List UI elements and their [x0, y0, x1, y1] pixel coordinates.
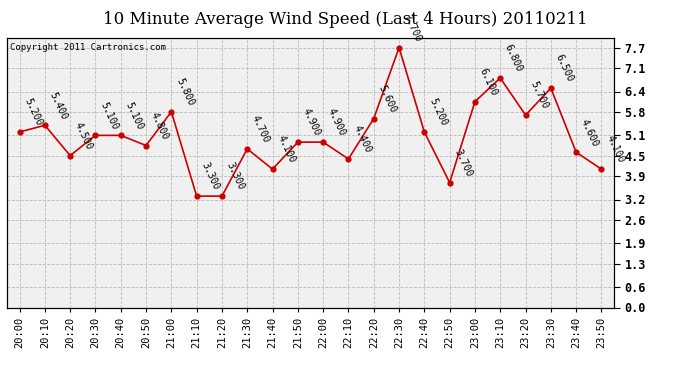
Point	[191, 193, 202, 199]
Text: 4.600: 4.600	[579, 117, 600, 148]
Text: 3.700: 3.700	[453, 148, 474, 178]
Text: 7.700: 7.700	[402, 13, 423, 44]
Text: 5.700: 5.700	[529, 80, 550, 111]
Text: 5.800: 5.800	[174, 77, 195, 108]
Point	[545, 85, 556, 91]
Point	[267, 166, 278, 172]
Point	[141, 142, 152, 148]
Point	[90, 132, 101, 138]
Text: 4.100: 4.100	[604, 134, 626, 165]
Text: 4.700: 4.700	[250, 114, 271, 145]
Text: 4.500: 4.500	[73, 121, 95, 152]
Point	[14, 129, 25, 135]
Text: 5.200: 5.200	[427, 97, 449, 128]
Text: 6.100: 6.100	[477, 67, 499, 98]
Text: 6.500: 6.500	[553, 53, 575, 84]
Text: 5.100: 5.100	[98, 100, 119, 131]
Text: 4.400: 4.400	[351, 124, 373, 155]
Point	[166, 109, 177, 115]
Point	[495, 75, 506, 81]
Text: 4.100: 4.100	[275, 134, 297, 165]
Text: 4.900: 4.900	[326, 107, 347, 138]
Text: 5.600: 5.600	[377, 84, 398, 114]
Point	[343, 156, 354, 162]
Point	[293, 139, 304, 145]
Point	[444, 180, 455, 186]
Text: 5.200: 5.200	[22, 97, 43, 128]
Text: 3.300: 3.300	[225, 161, 246, 192]
Point	[419, 129, 430, 135]
Text: 6.800: 6.800	[503, 43, 524, 74]
Point	[368, 116, 380, 122]
Point	[520, 112, 531, 118]
Text: 4.900: 4.900	[301, 107, 322, 138]
Text: Copyright 2011 Cartronics.com: Copyright 2011 Cartronics.com	[10, 43, 166, 52]
Point	[469, 99, 480, 105]
Point	[317, 139, 328, 145]
Text: 5.100: 5.100	[124, 100, 145, 131]
Point	[393, 45, 404, 51]
Point	[39, 122, 50, 128]
Point	[571, 149, 582, 155]
Text: 3.300: 3.300	[199, 161, 221, 192]
Point	[241, 146, 253, 152]
Point	[596, 166, 607, 172]
Text: 10 Minute Average Wind Speed (Last 4 Hours) 20110211: 10 Minute Average Wind Speed (Last 4 Hou…	[103, 11, 587, 28]
Point	[217, 193, 228, 199]
Point	[115, 132, 126, 138]
Text: 4.800: 4.800	[149, 111, 170, 141]
Text: 5.400: 5.400	[48, 90, 69, 121]
Point	[65, 153, 76, 159]
